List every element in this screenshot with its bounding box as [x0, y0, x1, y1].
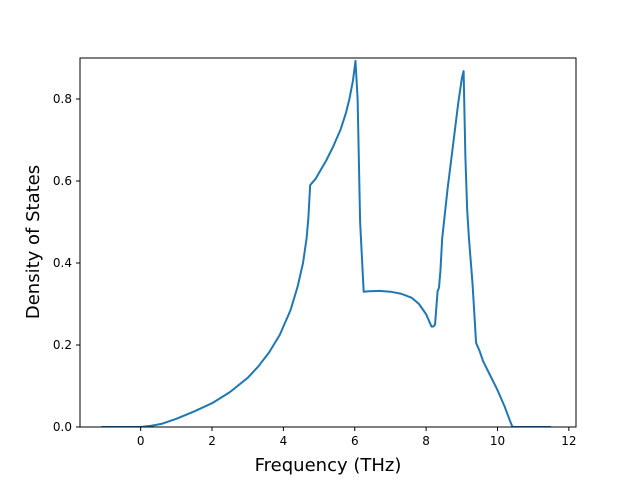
x-tick-label: 8	[422, 434, 430, 448]
plot-area	[79, 57, 577, 428]
y-tick-label: 0.8	[53, 92, 72, 106]
x-tick-label: 12	[561, 434, 576, 448]
dos-series-line	[101, 59, 552, 427]
x-tick-label: 2	[208, 434, 216, 448]
x-tick-label: 10	[490, 434, 505, 448]
x-tick-label: 0	[137, 434, 145, 448]
x-axis-label: Frequency (THz)	[255, 455, 402, 476]
x-tick-label: 6	[351, 434, 359, 448]
y-tick-label: 0.4	[53, 256, 72, 270]
y-axis-label: Density of States	[23, 165, 44, 319]
y-tick-label: 0.0	[53, 420, 72, 434]
axes-frame	[79, 57, 577, 428]
y-tick-label: 0.6	[53, 174, 72, 188]
x-axis: 0 2 4 6 8 10 12	[137, 427, 577, 448]
y-tick-label: 0.2	[53, 338, 72, 352]
y-axis: 0.0 0.2 0.4 0.6 0.8	[53, 92, 80, 434]
x-tick-label: 4	[280, 434, 288, 448]
